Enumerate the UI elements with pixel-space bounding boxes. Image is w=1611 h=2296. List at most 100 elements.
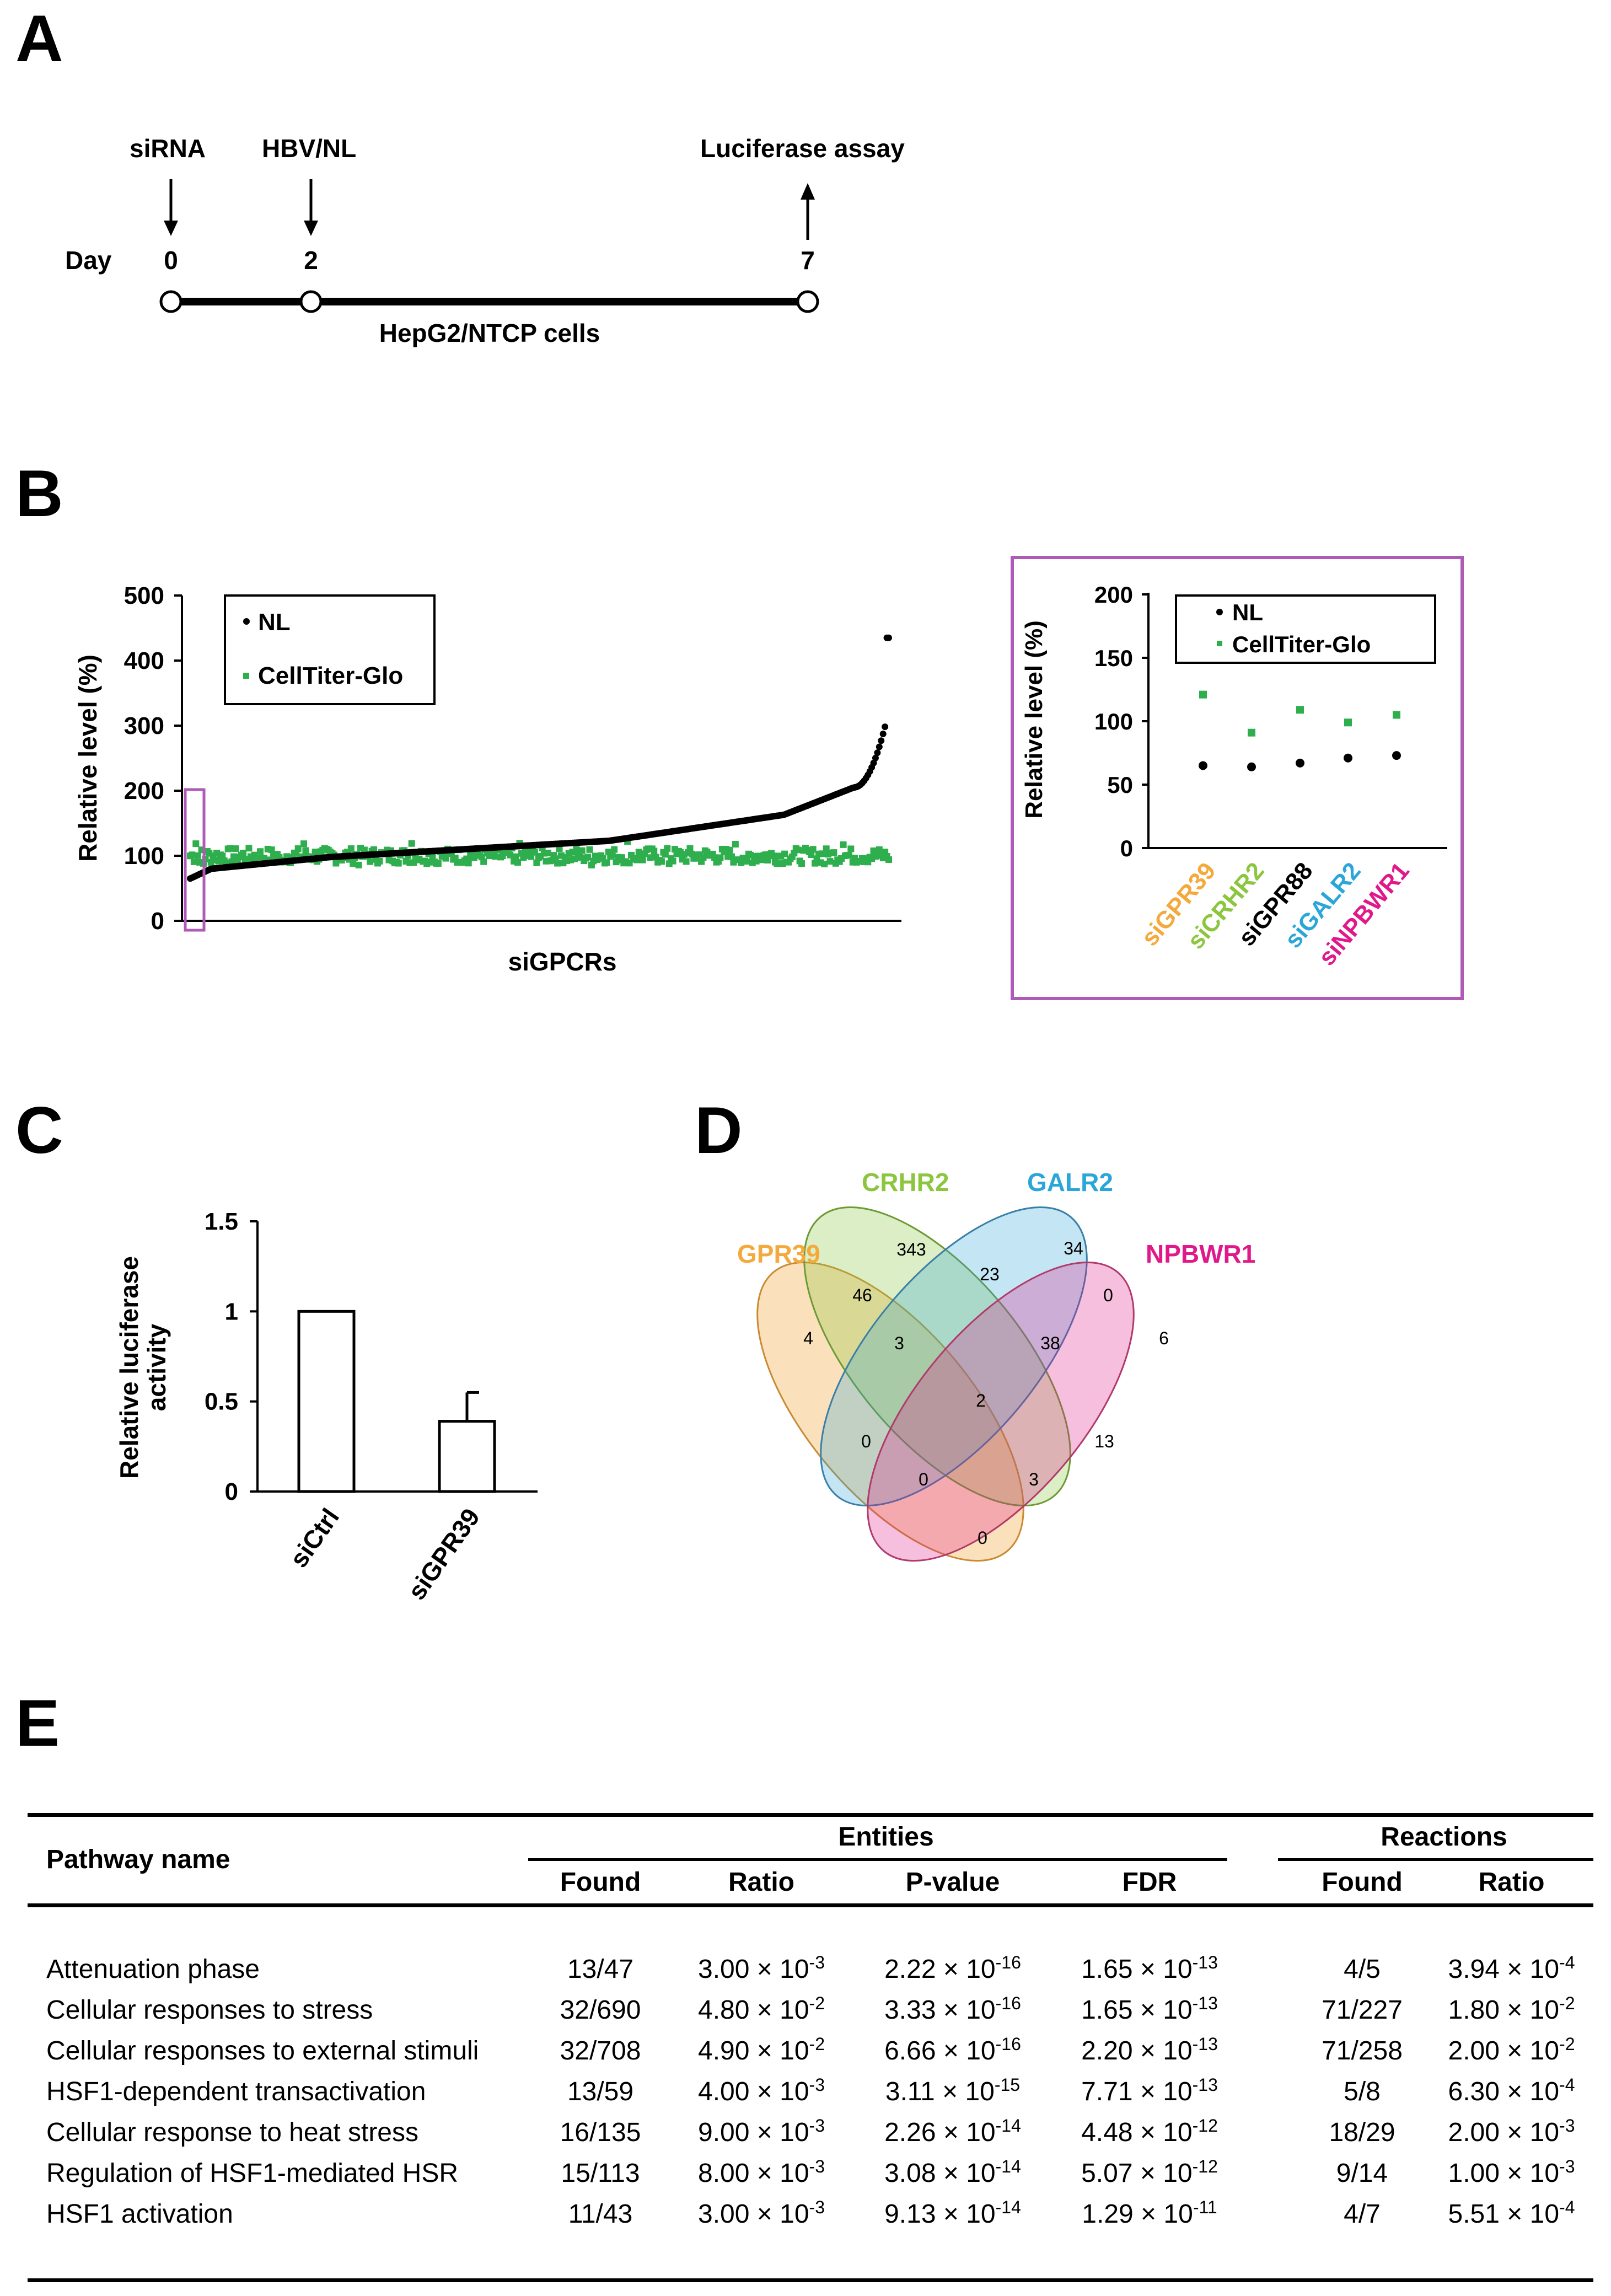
nl-point	[1392, 751, 1401, 760]
venn-count: 34	[1064, 1238, 1083, 1258]
screen-scatter-chart: 0 100 200 300 400 500 Relative level (%) siGP…	[73, 582, 901, 976]
nl-point	[874, 749, 881, 757]
venn-count: 4	[803, 1328, 813, 1348]
entities-ratio: 8.00 × 10-3	[698, 2156, 825, 2188]
panel-label-a: A	[15, 2, 63, 76]
ctg-point	[662, 851, 669, 858]
reactions-ratio: 2.00 × 10-3	[1448, 2115, 1575, 2147]
entities-pvalue: 2.22 × 10-16	[884, 1952, 1021, 1984]
ctg-point	[770, 852, 777, 860]
venn-count: 2	[976, 1391, 986, 1410]
ctg-point	[514, 859, 522, 866]
nl-point	[1247, 762, 1256, 771]
entities-fdr: 7.71 × 10-13	[1081, 2074, 1218, 2106]
ctg-point	[717, 854, 724, 861]
day-value: 2	[304, 246, 318, 275]
x-axis-label: siGPCRs	[508, 947, 617, 976]
category-labels: siCtrl siGPR39	[284, 1503, 485, 1605]
ctg-point	[531, 849, 538, 856]
entities-found: 13/59	[567, 2077, 634, 2106]
panel-label-e: E	[15, 1686, 60, 1760]
inset-points	[1199, 690, 1401, 771]
down-arrow-icon	[304, 179, 318, 236]
entities-pvalue: 3.08 × 10-14	[884, 2156, 1021, 2188]
y-tick-label: 150	[1094, 645, 1133, 671]
reactions-found: 71/258	[1322, 2036, 1403, 2066]
timeline-node	[796, 290, 819, 313]
venn-ellipse-npbwr1	[867, 1261, 1135, 1562]
y-axis-label: activity	[142, 1323, 171, 1411]
ctg-point	[683, 858, 690, 865]
reactions-found: 4/7	[1344, 2199, 1381, 2229]
ctg-point	[686, 845, 694, 852]
inset-chart: 0 50 100 150 200 Relative level (%) siGPR39s…	[1011, 556, 1464, 1000]
ctg-point	[395, 860, 402, 867]
reactions-ratio: 5.51 × 10-4	[1448, 2197, 1575, 2229]
reactions-found: 71/227	[1322, 1995, 1403, 2025]
timeline-diagram: siRNA HBV/NL Luciferase assay Day 0 2 7 …	[65, 134, 905, 347]
ctg-point	[830, 849, 837, 856]
luciferase-bar-chart: 0 0.5 1 1.5 Relative luciferase activity si…	[115, 1208, 538, 1605]
nl-point	[1344, 753, 1352, 763]
ctg-point	[544, 849, 551, 856]
table-header-rule	[28, 1903, 1593, 1907]
ctg-point	[192, 840, 200, 847]
legend: NL CellTiter-Glo	[224, 594, 436, 705]
ctg-point	[847, 845, 855, 852]
category-label: siGPR39	[402, 1503, 485, 1605]
entities-fdr: 2.20 × 10-13	[1081, 2034, 1218, 2066]
header-entities-pvalue: P-value	[905, 1867, 1000, 1897]
ctg-point	[809, 846, 817, 853]
ctg-point	[819, 850, 826, 857]
bar	[297, 1310, 356, 1493]
y-tick-label: 0	[1120, 835, 1133, 861]
ctg-point	[350, 860, 357, 867]
ctg-point	[257, 848, 264, 855]
venn-set-label: NPBWR1	[1146, 1240, 1255, 1268]
pathway-name: Cellular responses to external stimuli	[46, 2036, 479, 2066]
y-tick-label: 100	[124, 843, 164, 870]
venn-count: 0	[919, 1469, 928, 1489]
ctg-point	[408, 840, 415, 847]
ctg-point	[367, 858, 374, 865]
ctg-point	[227, 845, 234, 852]
entities-fdr: 1.65 × 10-13	[1081, 1952, 1218, 1984]
ctg-point	[1199, 690, 1207, 699]
ctg-point	[584, 854, 592, 861]
entities-ratio: 4.00 × 10-3	[698, 2074, 825, 2106]
ctg-point	[1344, 718, 1352, 727]
header-reactions-ratio: Ratio	[1478, 1867, 1545, 1897]
entities-pvalue: 3.11 × 10-15	[885, 2074, 1021, 2106]
bar	[438, 1420, 496, 1493]
ctg-point	[728, 853, 735, 860]
table-row: Cellular responses to external stimuli 32…	[28, 2030, 1593, 2071]
ctg-point	[647, 854, 654, 861]
reactions-ratio: 1.00 × 10-3	[1448, 2156, 1575, 2188]
entities-ratio: 9.00 × 10-3	[698, 2115, 825, 2147]
legend-ctg-label: CellTiter-Glo	[258, 662, 403, 689]
table-bottom-rule	[28, 2278, 1593, 2282]
day-value: 0	[164, 246, 178, 275]
ctg-point	[491, 853, 498, 860]
ctg-point	[651, 847, 658, 855]
nl-point	[878, 737, 885, 744]
y-tick-label: 1	[225, 1298, 238, 1325]
pathway-name: HSF1 activation	[46, 2199, 233, 2229]
table-row: Attenuation phase 13/47 3.00 × 10-3 2.22 × …	[28, 1949, 1593, 1989]
entities-ratio: 3.00 × 10-3	[698, 1952, 825, 1984]
y-tick-label: 300	[124, 712, 164, 739]
pathway-name: Cellular response to heat stress	[46, 2117, 418, 2147]
ctg-point	[578, 847, 586, 854]
ctg-point	[302, 847, 309, 854]
entities-pvalue: 3.33 × 10-16	[884, 1993, 1021, 2025]
venn-count: 343	[896, 1240, 926, 1259]
table-entities-rule	[528, 1858, 1227, 1861]
ctg-point	[312, 849, 319, 856]
header-reactions-found: Found	[1322, 1867, 1403, 1897]
ctg-point	[774, 860, 781, 867]
venn-count: 6	[1159, 1328, 1169, 1348]
reactions-ratio: 3.94 × 10-4	[1448, 1952, 1575, 1984]
venn-count: 3	[1029, 1469, 1039, 1489]
reactions-found: 4/5	[1344, 1954, 1381, 1984]
entities-pvalue: 9.13 × 10-14	[884, 2197, 1021, 2229]
